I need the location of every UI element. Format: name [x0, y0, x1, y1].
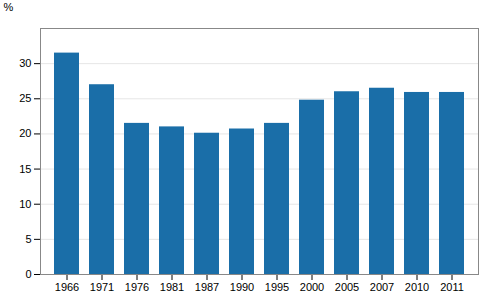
svg-text:0: 0	[25, 268, 31, 280]
svg-text:1981: 1981	[160, 281, 184, 293]
svg-text:1995: 1995	[265, 281, 289, 293]
svg-text:1966: 1966	[55, 281, 79, 293]
svg-text:15: 15	[19, 163, 31, 175]
svg-text:30: 30	[19, 57, 31, 69]
svg-text:%: %	[4, 1, 14, 13]
svg-text:2010: 2010	[405, 281, 429, 293]
svg-text:1971: 1971	[90, 281, 114, 293]
svg-text:2005: 2005	[335, 281, 359, 293]
svg-text:10: 10	[19, 198, 31, 210]
svg-text:1976: 1976	[125, 281, 149, 293]
svg-text:2007: 2007	[370, 281, 394, 293]
svg-text:20: 20	[19, 127, 31, 139]
svg-text:1990: 1990	[230, 281, 254, 293]
svg-text:5: 5	[25, 233, 31, 245]
svg-text:1987: 1987	[195, 281, 219, 293]
svg-text:25: 25	[19, 92, 31, 104]
svg-text:2000: 2000	[300, 281, 324, 293]
svg-text:2011: 2011	[440, 281, 464, 293]
